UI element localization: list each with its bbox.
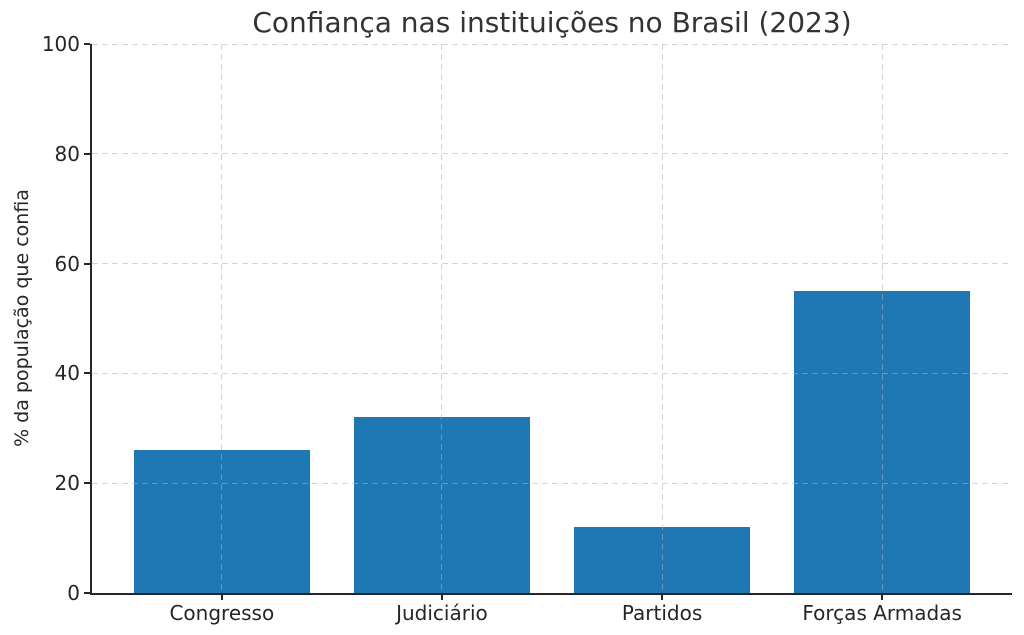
y-tick-label-40: 40 [54,361,80,386]
h-gridline-100 [92,43,1012,45]
v-gridline-forcas-armadas [881,44,883,593]
y-axis-spine [90,44,92,595]
h-gridline-20 [92,482,1012,484]
plot-area [92,43,1012,593]
h-gridline-40 [92,372,1012,374]
y-tick-mark-80 [84,152,90,155]
x-axis-spine [90,593,1012,595]
x-tick-label-forcas-armadas: Forças Armadas [802,601,962,625]
y-tick-mark-0 [84,592,90,594]
y-tick-mark-100 [84,43,90,45]
x-tick-label-partidos: Partidos [621,601,703,625]
x-tick-label-judiciario: Judiciário [396,601,488,625]
h-gridline-80 [92,153,1012,155]
v-gridline-congresso [221,44,223,593]
v-gridline-judiciario [441,44,443,593]
y-tick-mark-20 [84,482,90,485]
h-gridline-60 [92,263,1012,265]
y-tick-mark-60 [84,262,90,265]
v-gridline-partidos [661,44,663,593]
x-tick-mark-judiciario [440,595,443,600]
y-tick-label-0: 0 [67,581,80,605]
x-tick-mark-congresso [220,595,223,600]
y-tick-label-20: 20 [54,471,80,496]
y-tick-mark-40 [84,372,90,375]
x-tick-mark-partidos [661,595,664,600]
y-tick-label-100: 100 [41,32,80,56]
x-tick-label-congresso: Congresso [169,601,275,625]
y-tick-label-60: 60 [54,251,80,276]
x-tick-mark-forcas-armadas [881,595,884,600]
chart-title: Confiança nas instituições no Brasil (20… [252,6,852,39]
y-axis-label: % da população que confia [11,189,33,447]
y-tick-label-80: 80 [54,141,80,166]
